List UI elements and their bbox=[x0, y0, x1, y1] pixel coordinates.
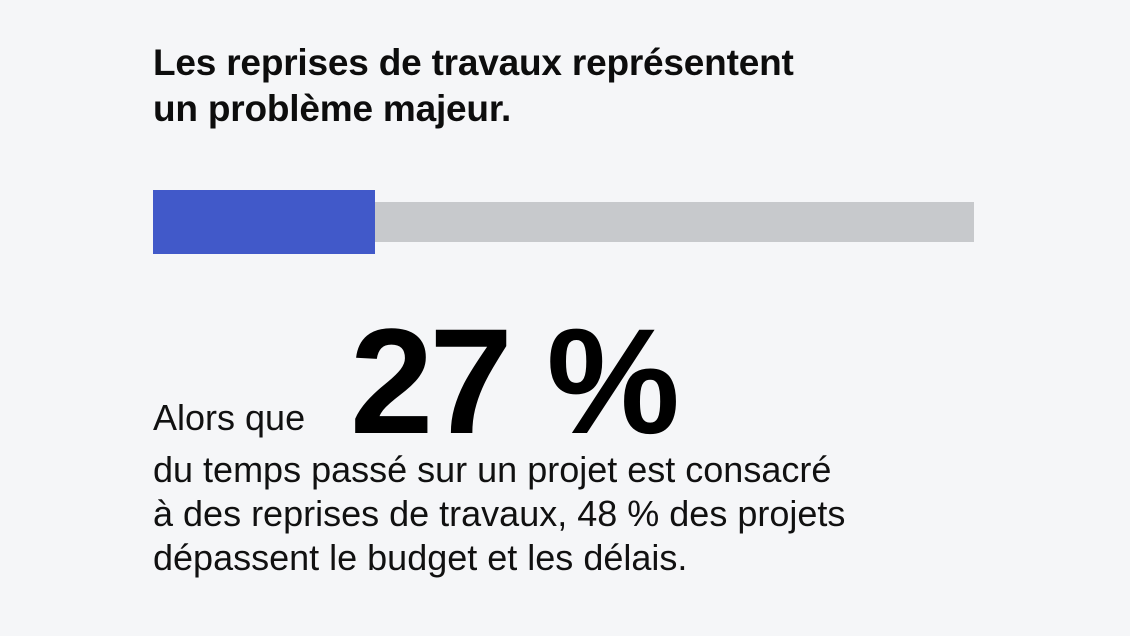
stat-lead-text: Alors que bbox=[153, 397, 306, 438]
progress-bar bbox=[153, 190, 974, 254]
body-line-2: à des reprises de travaux, 48 % des proj… bbox=[153, 493, 846, 534]
headline: Les reprises de travaux représentent un … bbox=[153, 40, 973, 132]
stat-line: Alors que 27 % bbox=[153, 297, 974, 465]
progress-fill bbox=[153, 190, 375, 254]
stat-big-value: 27 % bbox=[350, 297, 680, 465]
body-line-1: du temps passé sur un projet est consacr… bbox=[153, 449, 832, 490]
body-line-3: dépassent le budget et les délais. bbox=[153, 537, 688, 578]
headline-line-1: Les reprises de travaux représentent bbox=[153, 42, 794, 83]
headline-line-2: un problème majeur. bbox=[153, 88, 512, 129]
body-text: du temps passé sur un projet est consacr… bbox=[153, 448, 993, 580]
